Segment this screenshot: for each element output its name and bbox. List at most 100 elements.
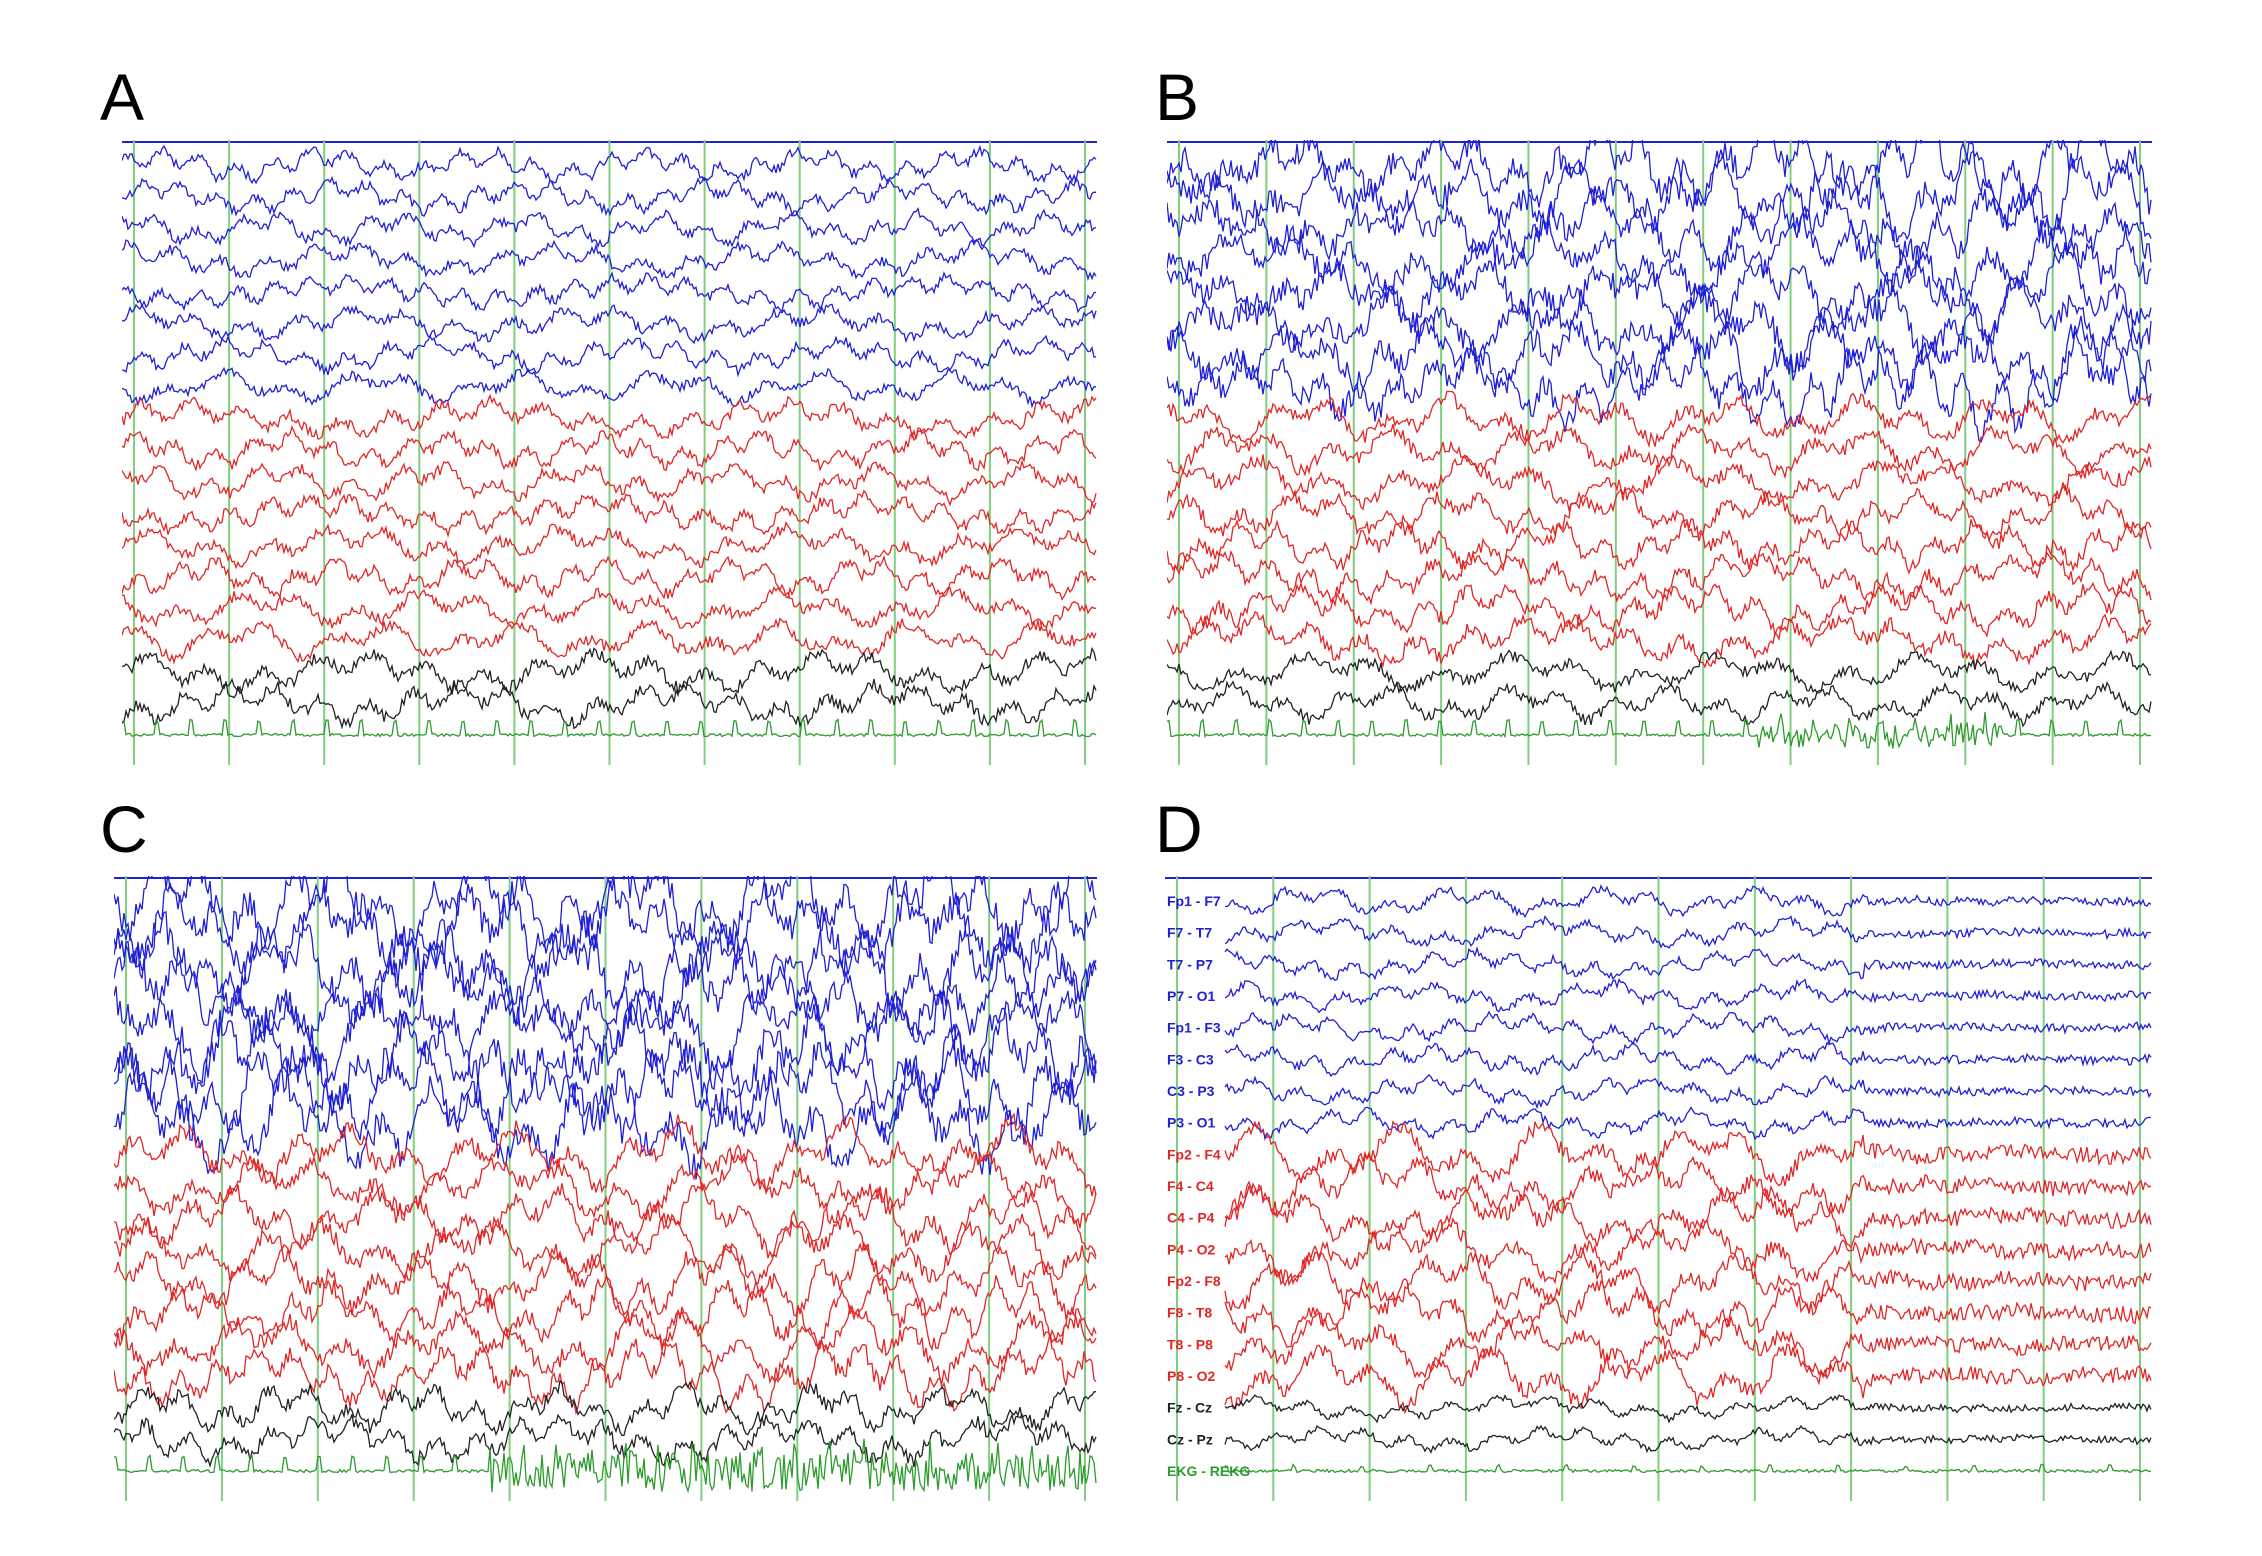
eeg-panel-c xyxy=(114,876,1097,1501)
eeg-channel-trace xyxy=(1224,914,2152,949)
eeg-channel-trace xyxy=(114,1273,1097,1352)
channel-label: F3 - C3 xyxy=(1167,1051,1214,1067)
eeg-channel-trace xyxy=(1167,550,2152,606)
channel-label: P8 - O2 xyxy=(1167,1368,1215,1384)
panel-letter-c: C xyxy=(100,792,148,866)
eeg-channel-trace xyxy=(114,1334,1097,1416)
channel-label: Fp2 - F8 xyxy=(1167,1273,1221,1289)
channel-label: F7 - T7 xyxy=(1167,925,1212,941)
eeg-channel-trace xyxy=(1167,390,2152,449)
eeg-channel-trace xyxy=(1224,1073,2152,1110)
channel-label: C4 - P4 xyxy=(1167,1210,1215,1226)
eeg-channel-trace xyxy=(1224,1307,2152,1380)
channel-label: Fp1 - F7 xyxy=(1167,893,1221,909)
eeg-channel-trace xyxy=(1167,201,2152,313)
eeg-channel-trace xyxy=(1167,271,2152,386)
eeg-channel-trace xyxy=(114,1066,1097,1180)
channel-label: EKG - REKG xyxy=(1167,1463,1250,1479)
panel-letter-d: D xyxy=(1155,792,1203,866)
eeg-channel-trace xyxy=(1167,680,2152,728)
eeg-channel-trace xyxy=(1167,711,2152,749)
eeg-channel-trace xyxy=(122,554,1097,601)
eeg-channel-trace xyxy=(122,239,1097,282)
eeg-channel-trace xyxy=(122,718,1097,738)
eeg-channel-trace xyxy=(1224,1120,2152,1188)
eeg-channel-trace xyxy=(114,1379,1097,1437)
eeg-channel-trace xyxy=(114,1001,1097,1117)
eeg-channel-trace xyxy=(1167,302,2152,411)
eeg-channel-trace xyxy=(1224,1217,2152,1287)
eeg-channel-trace xyxy=(122,677,1097,730)
eeg-channel-trace xyxy=(114,1035,1097,1144)
eeg-channel-trace xyxy=(1224,1180,2152,1252)
eeg-channel-trace xyxy=(122,144,1097,185)
eeg-channel-trace xyxy=(1167,454,2152,513)
eeg-channel-trace xyxy=(114,1412,1097,1469)
channel-label: P4 - O2 xyxy=(1167,1241,1215,1257)
eeg-channel-trace xyxy=(114,1438,1097,1494)
eeg-channel-trace xyxy=(114,1213,1097,1290)
panel-letter-a: A xyxy=(100,60,145,134)
channel-label: Cz - Pz xyxy=(1167,1431,1213,1447)
eeg-channel-trace xyxy=(1167,423,2152,480)
eeg-traces-b xyxy=(1167,140,2152,765)
eeg-panel-b xyxy=(1167,140,2152,765)
eeg-channel-trace xyxy=(1167,140,2152,215)
panel-letter-b: B xyxy=(1155,60,1200,134)
eeg-channel-trace xyxy=(122,270,1097,314)
eeg-channel-trace xyxy=(122,175,1097,217)
eeg-channel-trace xyxy=(1167,649,2152,694)
eeg-channel-trace xyxy=(122,489,1097,538)
eeg-channel-trace xyxy=(114,984,1097,1085)
eeg-channel-trace xyxy=(1224,1424,2152,1454)
eeg-channel-trace xyxy=(114,1303,1097,1385)
channel-label: T7 - P7 xyxy=(1167,956,1213,972)
eeg-channel-trace xyxy=(1224,1106,2152,1141)
eeg-traces-c xyxy=(114,876,1097,1501)
eeg-channel-trace xyxy=(1167,483,2152,543)
eeg-channel-trace xyxy=(122,303,1097,345)
channel-label: F4 - C4 xyxy=(1167,1178,1214,1194)
channel-label: Fp2 - F4 xyxy=(1167,1146,1221,1162)
eeg-channel-trace xyxy=(1224,1278,2152,1349)
eeg-channel-trace xyxy=(114,1241,1097,1321)
eeg-channel-trace xyxy=(122,393,1097,440)
eeg-channel-trace xyxy=(1224,1343,2152,1415)
channel-label: Fz - Cz xyxy=(1167,1400,1212,1416)
eeg-channel-trace xyxy=(122,206,1097,249)
eeg-channel-trace xyxy=(114,1148,1097,1229)
channel-label: Fp1 - F3 xyxy=(1167,1020,1221,1036)
eeg-channel-trace xyxy=(1224,945,2152,982)
channel-label: C3 - P3 xyxy=(1167,1083,1215,1099)
eeg-traces-a xyxy=(122,140,1097,765)
panel-background xyxy=(1167,140,2152,765)
eeg-channel-trace xyxy=(122,520,1097,570)
eeg-panel-a xyxy=(122,140,1097,765)
eeg-channel-trace xyxy=(114,934,1097,1056)
eeg-channel-trace xyxy=(1167,611,2152,669)
eeg-channel-trace xyxy=(1224,1463,2152,1474)
eeg-channel-trace xyxy=(1224,1010,2152,1046)
eeg-traces-d: Fp1 - F7 F7 - T7 T7 - P7 P7 - O1 Fp1 - F3 F3 … xyxy=(1165,876,2152,1501)
eeg-channel-trace xyxy=(122,366,1097,409)
eeg-channel-trace xyxy=(122,617,1097,665)
eeg-channel-trace xyxy=(1224,1041,2152,1078)
channel-label: T8 - P8 xyxy=(1167,1336,1213,1352)
eeg-channel-trace xyxy=(114,1112,1097,1197)
eeg-channel-trace xyxy=(1224,884,2152,919)
eeg-panel-d: Fp1 - F7 F7 - T7 T7 - P7 P7 - O1 Fp1 - F3 F3 … xyxy=(1165,876,2152,1501)
eeg-channel-trace xyxy=(122,585,1097,631)
channel-label: P3 - O1 xyxy=(1167,1115,1215,1131)
eeg-channel-trace xyxy=(114,1180,1097,1259)
eeg-channel-trace xyxy=(122,334,1097,378)
eeg-channel-trace xyxy=(1224,1244,2152,1316)
eeg-channel-trace xyxy=(1167,178,2152,285)
eeg-channel-trace xyxy=(1224,1394,2152,1424)
eeg-channel-trace xyxy=(1224,978,2152,1014)
eeg-channel-trace xyxy=(1224,1150,2152,1222)
eeg-channel-trace xyxy=(1167,327,2152,443)
eeg-channel-trace xyxy=(122,425,1097,472)
eeg-channel-trace xyxy=(122,646,1097,699)
eeg-channel-trace xyxy=(1167,581,2152,638)
eeg-channel-trace xyxy=(1167,236,2152,350)
